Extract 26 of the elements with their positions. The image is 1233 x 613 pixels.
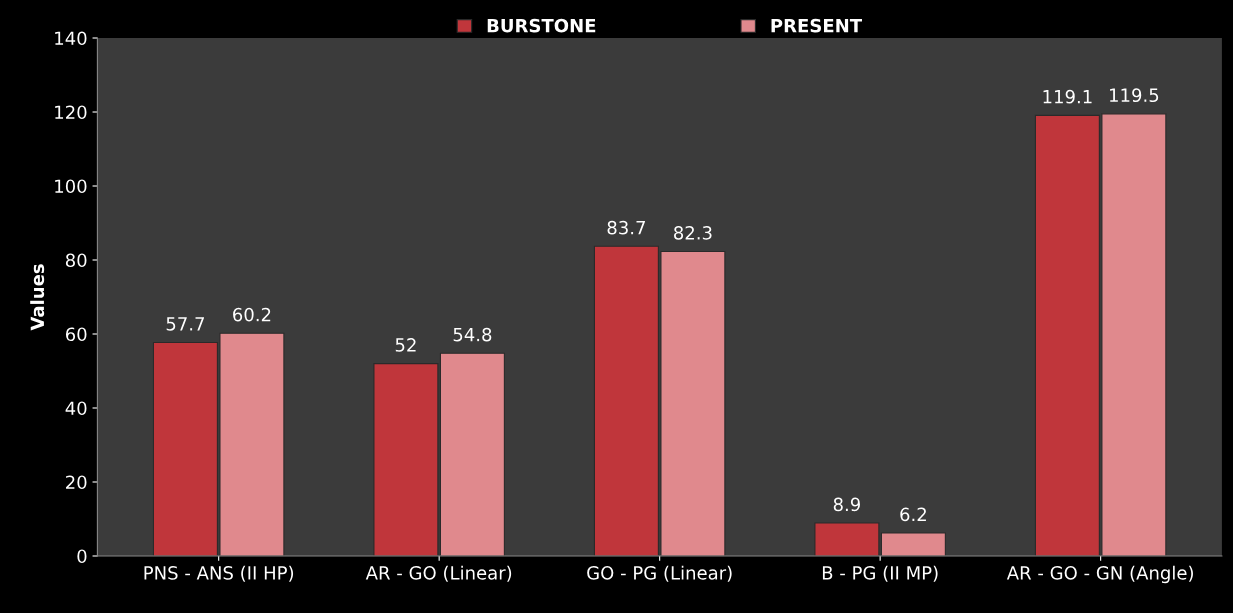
- data-label: 52: [395, 338, 416, 352]
- x-tick-label: AR - GO (Linear): [365, 565, 512, 582]
- legend-label: PRESENT: [771, 18, 863, 33]
- y-tick-label: 80: [65, 253, 87, 268]
- y-tick-label: 60: [65, 327, 87, 342]
- y-tick-label: 40: [65, 401, 87, 416]
- y-tick-label: 100: [55, 179, 87, 194]
- x-tick-label: PNS - ANS (II HP): [144, 565, 294, 582]
- data-label: 119.1: [1043, 89, 1092, 104]
- data-label: 54.8: [453, 327, 492, 342]
- x-tick-label: B - PG (II MP): [822, 565, 938, 582]
- y-tick-label: 140: [55, 31, 87, 46]
- y-tick-label: 0: [77, 549, 87, 564]
- data-label: 57.7: [166, 317, 204, 331]
- data-label: 119.5: [1110, 88, 1159, 103]
- y-tick-label: 120: [55, 105, 87, 120]
- x-tick-label: AR - GO - GN (Angle): [1006, 565, 1193, 584]
- x-tick-label: GO - PG (Linear): [587, 565, 732, 582]
- data-label: 83.7: [607, 220, 645, 235]
- y-axis-title: Values: [30, 264, 45, 331]
- y-tick-label: 20: [66, 475, 87, 490]
- data-label: 6.2: [900, 507, 926, 522]
- legend-label: BURSTONE: [487, 18, 596, 33]
- data-label: 82.3: [674, 226, 712, 240]
- data-label: 8.9: [833, 497, 860, 512]
- data-label: 60.2: [233, 307, 271, 322]
